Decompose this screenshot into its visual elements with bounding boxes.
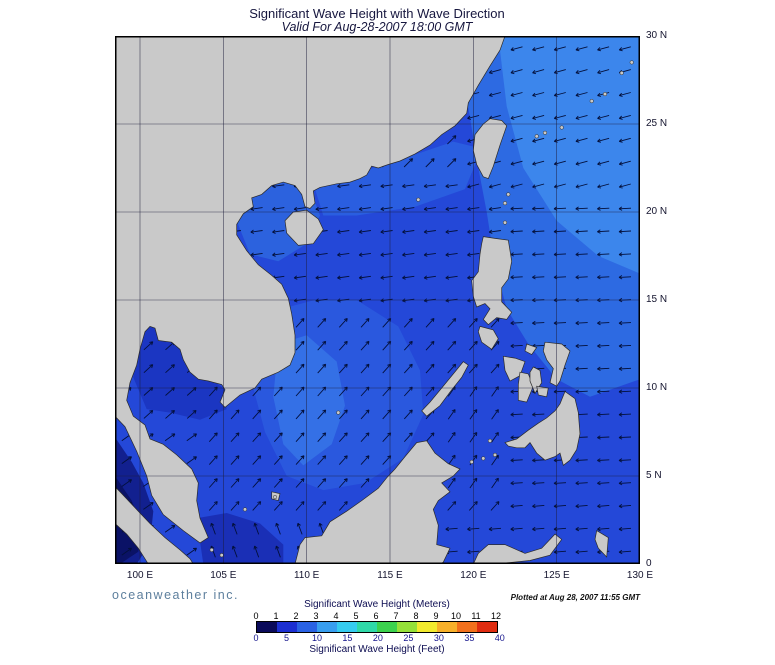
legend-feet-tick: 20 xyxy=(372,633,383,643)
land-masbate xyxy=(524,343,538,356)
legend-meters-tick: 9 xyxy=(433,611,439,621)
island-dot xyxy=(492,452,498,457)
island-dot xyxy=(272,495,278,500)
island-dot xyxy=(629,60,634,65)
legend-meters-tick: 2 xyxy=(293,611,299,621)
plotted-timestamp: Plotted at Aug 28, 2007 11:55 GMT xyxy=(510,593,640,602)
lon-axis-label: 105 E xyxy=(210,570,237,581)
land-mindoro xyxy=(477,325,499,350)
lat-axis-label: 0 xyxy=(646,558,652,569)
island-dot xyxy=(481,456,486,461)
lon-axis-label: 100 E xyxy=(126,570,154,581)
land-halmahera xyxy=(594,530,609,558)
island-dot xyxy=(502,201,508,206)
page-subtitle: Valid For Aug-28-2007 18:00 GMT xyxy=(281,20,473,34)
island-dot xyxy=(502,220,508,225)
island-dot xyxy=(219,553,224,558)
legend-meters-tick: 4 xyxy=(333,611,339,621)
oceanweather-branding: oceanweather inc. xyxy=(112,588,239,602)
legend-meters-tick: 1 xyxy=(273,611,279,621)
wave-height-patch-vietnam-offshore-band xyxy=(273,335,345,466)
island-dot xyxy=(619,70,624,76)
lat-axis-label: 15 N xyxy=(646,294,668,305)
legend-meters-tick: 6 xyxy=(373,611,379,621)
island-dot xyxy=(209,547,214,552)
island-dot xyxy=(506,192,511,197)
legend-feet-tick: 40 xyxy=(494,633,505,643)
island-dot xyxy=(534,134,539,139)
island-dot xyxy=(336,410,341,415)
legend-feet-tick: 30 xyxy=(433,633,444,643)
legend-colorbar xyxy=(256,621,498,633)
legend-feet-tick: 5 xyxy=(283,633,290,643)
land-asia-mainland xyxy=(115,36,506,544)
island-dot xyxy=(589,99,594,104)
island-dot xyxy=(602,92,608,97)
lat-axis-label: 10 N xyxy=(646,382,668,393)
wave-height-patch-karimata xyxy=(196,513,284,564)
legend-meters-tick: 3 xyxy=(313,611,319,621)
lon-axis-label: 130 E xyxy=(626,570,654,581)
legend-feet-tick: 0 xyxy=(253,633,259,643)
land-luzon xyxy=(471,236,513,326)
legend-meters-tick: 12 xyxy=(490,611,502,621)
island-dot xyxy=(542,130,548,135)
legend-meters-tick: 7 xyxy=(393,611,399,621)
land-sumatra xyxy=(115,486,194,564)
land-borneo xyxy=(294,440,461,564)
legend-meters-tick: 0 xyxy=(253,611,259,621)
wave-height-patch-north-scs-band xyxy=(315,141,482,216)
lon-axis-label: 110 E xyxy=(293,570,320,581)
legend-meters-tick: 5 xyxy=(353,611,359,621)
lat-axis-label: 5 N xyxy=(646,470,662,481)
legend-meters-tick: 11 xyxy=(471,611,481,621)
lon-axis-label: 120 E xyxy=(460,570,487,581)
land-taiwan xyxy=(472,118,508,180)
legend-meters-tick: 8 xyxy=(413,611,419,621)
island-dot xyxy=(242,507,248,512)
island-dot xyxy=(487,438,493,443)
lat-axis-label: 25 N xyxy=(646,118,668,129)
island-dot xyxy=(469,459,474,464)
legend-feet-ticks: 0 5 10 15 20 25 30 35 40 xyxy=(253,633,504,643)
legend-meters-title: Significant Wave Height (Meters) xyxy=(304,599,450,610)
land-palawan xyxy=(421,361,469,417)
wave-map-canvas xyxy=(115,36,640,564)
map-border xyxy=(115,36,640,564)
legend-meters-ticks: 0 1 2 3 4 5 6 7 8 9 10 11 12 xyxy=(253,611,502,621)
wave-height-patch-gulf-of-thailand xyxy=(133,326,227,420)
legend-feet-tick: 15 xyxy=(342,633,353,643)
island-dot xyxy=(416,197,421,202)
legend-meters-tick: 10 xyxy=(450,611,462,621)
lat-axis-label: 20 N xyxy=(646,206,668,217)
legend-feet-title: Significant Wave Height (Feet) xyxy=(309,644,445,655)
lon-axis-label: 125 E xyxy=(543,570,570,581)
land-negros xyxy=(517,371,534,403)
land-hainan xyxy=(284,209,324,246)
island-dot xyxy=(559,125,564,130)
land-bohol xyxy=(536,385,549,398)
legend-feet-tick: 25 xyxy=(403,633,414,643)
land-sulawesi xyxy=(472,533,563,564)
land-mindanao xyxy=(504,390,581,466)
page-title: Significant Wave Height with Wave Direct… xyxy=(249,6,505,21)
legend-feet-tick: 10 xyxy=(311,633,323,643)
lat-axis-label: 30 N xyxy=(646,30,668,41)
lon-axis-label: 115 E xyxy=(377,570,403,581)
legend-feet-tick: 35 xyxy=(464,633,475,643)
